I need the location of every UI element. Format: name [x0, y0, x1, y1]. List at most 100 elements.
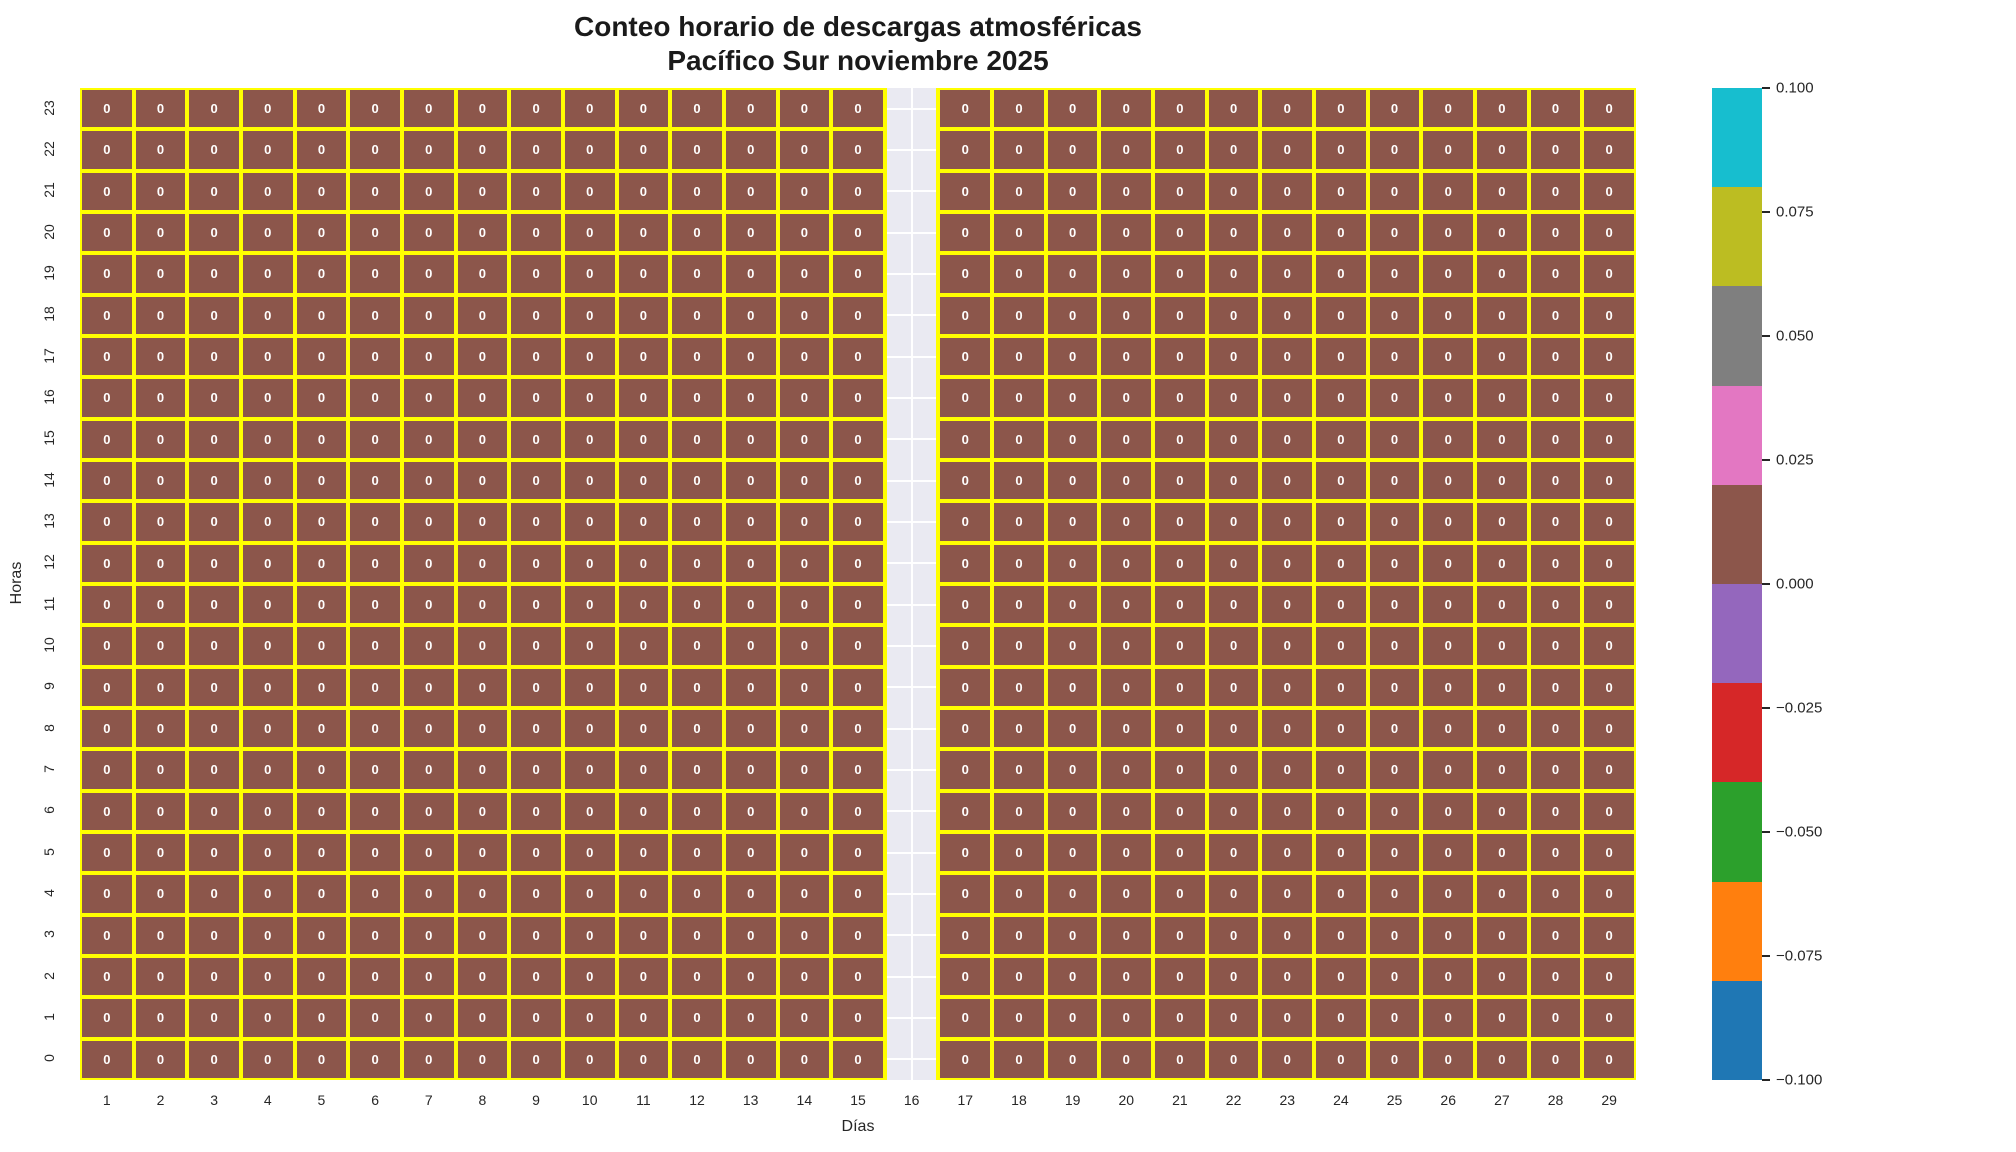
colorbar-band-6 [1712, 683, 1762, 783]
heatmap-cell-day18-hour7: 0 [994, 751, 1044, 789]
heatmap-cell-day3-hour5: 0 [189, 834, 239, 872]
heatmap-cell-day17-hour19: 0 [940, 255, 991, 293]
heatmap-cell-day17-hour9: 0 [940, 668, 991, 706]
y-tick-hour-17: 17 [41, 347, 57, 364]
heatmap-cell-day3-hour7: 0 [189, 751, 239, 789]
heatmap-cell-day9-hour14: 0 [511, 462, 561, 500]
heatmap-cell-day3-hour13: 0 [189, 503, 239, 541]
heatmap-cell-day27-hour12: 0 [1477, 544, 1527, 582]
heatmap-cell-day2-hour15: 0 [135, 420, 186, 458]
heatmap-cell-day5-hour22: 0 [296, 131, 347, 169]
heatmap-cell-day24-hour8: 0 [1316, 710, 1366, 748]
heatmap-cell-day7-hour2: 0 [403, 958, 454, 996]
heatmap-cell-day9-hour20: 0 [511, 214, 561, 252]
heatmap-cell-day9-hour8: 0 [511, 710, 561, 748]
heatmap-cell-day20-hour14: 0 [1101, 462, 1152, 500]
heatmap-cell-day12-hour5: 0 [672, 834, 722, 872]
heatmap-cell-day13-hour4: 0 [725, 875, 776, 913]
heatmap-cell-day3-hour11: 0 [189, 586, 239, 624]
missing-gridline-horizontal [886, 397, 937, 399]
heatmap-cell-day25-hour23: 0 [1369, 90, 1420, 128]
heatmap-cell-day24-hour12: 0 [1316, 544, 1366, 582]
heatmap-cell-day21-hour23: 0 [1155, 90, 1205, 128]
heatmap-cell-day21-hour16: 0 [1155, 379, 1205, 417]
heatmap-cell-day22-hour21: 0 [1208, 172, 1259, 210]
heatmap-cell-day10-hour1: 0 [564, 999, 615, 1037]
heatmap-cell-day19-hour4: 0 [1047, 875, 1098, 913]
heatmap-cell-day25-hour4: 0 [1369, 875, 1420, 913]
heatmap-cell-day27-hour18: 0 [1477, 296, 1527, 334]
heatmap-cell-day10-hour8: 0 [564, 710, 615, 748]
heatmap-cell-day22-hour10: 0 [1208, 627, 1259, 665]
x-tick-day-2: 2 [156, 1092, 165, 1108]
heatmap-cell-day5-hour4: 0 [296, 875, 347, 913]
heatmap-cell-day6-hour6: 0 [350, 792, 400, 830]
heatmap-cell-day6-hour7: 0 [350, 751, 400, 789]
heatmap-cell-day23-hour6: 0 [1262, 792, 1313, 830]
heatmap-cell-day6-hour5: 0 [350, 834, 400, 872]
heatmap-cell-day7-hour3: 0 [403, 916, 454, 954]
heatmap-cell-day4-hour21: 0 [242, 172, 293, 210]
heatmap-cell-day20-hour3: 0 [1101, 916, 1152, 954]
heatmap-cell-day15-hour12: 0 [833, 544, 883, 582]
heatmap-cell-day13-hour13: 0 [725, 503, 776, 541]
heatmap-cell-day1-hour1: 0 [82, 999, 132, 1037]
x-tick-day-11: 11 [636, 1092, 651, 1108]
x-tick-day-6: 6 [371, 1092, 379, 1108]
heatmap-cell-day3-hour12: 0 [189, 544, 239, 582]
heatmap-cell-day2-hour9: 0 [135, 668, 186, 706]
heatmap-cell-day13-hour19: 0 [725, 255, 776, 293]
heatmap-cell-day20-hour23: 0 [1101, 90, 1152, 128]
heatmap-cell-day8-hour16: 0 [457, 379, 508, 417]
x-tick-day-13: 13 [742, 1092, 759, 1108]
heatmap-cell-day1-hour21: 0 [82, 172, 132, 210]
missing-data-column-day16 [886, 88, 937, 1080]
heatmap-cell-day3-hour18: 0 [189, 296, 239, 334]
heatmap-cell-day12-hour7: 0 [672, 751, 722, 789]
heatmap-cell-day7-hour13: 0 [403, 503, 454, 541]
heatmap-cell-day23-hour12: 0 [1262, 544, 1313, 582]
heatmap-cell-day15-hour17: 0 [833, 338, 883, 376]
heatmap-cell-day22-hour4: 0 [1208, 875, 1259, 913]
heatmap-cell-day13-hour16: 0 [725, 379, 776, 417]
heatmap-cell-day12-hour23: 0 [672, 90, 722, 128]
heatmap-cell-day26-hour7: 0 [1423, 751, 1474, 789]
heatmap-cell-day22-hour3: 0 [1208, 916, 1259, 954]
heatmap-cell-day1-hour3: 0 [82, 916, 132, 954]
heatmap-cell-day8-hour6: 0 [457, 792, 508, 830]
heatmap-cell-day20-hour18: 0 [1101, 296, 1152, 334]
heatmap-cell-day28-hour11: 0 [1530, 586, 1581, 624]
heatmap-cell-day2-hour7: 0 [135, 751, 186, 789]
heatmap-cell-day8-hour11: 0 [457, 586, 508, 624]
heatmap-cell-day9-hour11: 0 [511, 586, 561, 624]
heatmap-cell-day23-hour17: 0 [1262, 338, 1313, 376]
heatmap-cell-day28-hour7: 0 [1530, 751, 1581, 789]
colorbar-tick-label-0.000: 0.000 [1776, 575, 1814, 593]
heatmap-cell-day3-hour2: 0 [189, 958, 239, 996]
heatmap-cell-day26-hour15: 0 [1423, 420, 1474, 458]
heatmap-cell-day24-hour1: 0 [1316, 999, 1366, 1037]
heatmap-cell-day23-hour1: 0 [1262, 999, 1313, 1037]
heatmap-cell-day11-hour21: 0 [618, 172, 669, 210]
heatmap-cell-day14-hour20: 0 [779, 214, 830, 252]
heatmap-cell-day8-hour22: 0 [457, 131, 508, 169]
heatmap-cell-day11-hour0: 0 [618, 1040, 669, 1078]
colorbar-tick-mark [1762, 955, 1770, 957]
heatmap-cell-day11-hour19: 0 [618, 255, 669, 293]
colorbar-band-9 [1712, 980, 1762, 1081]
heatmap-cell-day19-hour16: 0 [1047, 379, 1098, 417]
heatmap-cell-day14-hour6: 0 [779, 792, 830, 830]
heatmap-cell-day11-hour17: 0 [618, 338, 669, 376]
x-tick-day-14: 14 [796, 1092, 813, 1108]
heatmap-cell-day9-hour15: 0 [511, 420, 561, 458]
heatmap-cell-day22-hour20: 0 [1208, 214, 1259, 252]
missing-gridline-horizontal [886, 851, 937, 854]
heatmap-cell-day26-hour16: 0 [1423, 379, 1474, 417]
heatmap-cell-day13-hour11: 0 [725, 586, 776, 624]
heatmap-cell-day19-hour9: 0 [1047, 668, 1098, 706]
missing-gridline-horizontal [886, 686, 937, 689]
heatmap-cell-day4-hour1: 0 [242, 999, 293, 1037]
heatmap-cell-day10-hour2: 0 [564, 958, 615, 996]
heatmap-cell-day1-hour9: 0 [82, 668, 132, 706]
heatmap-cell-day13-hour18: 0 [725, 296, 776, 334]
